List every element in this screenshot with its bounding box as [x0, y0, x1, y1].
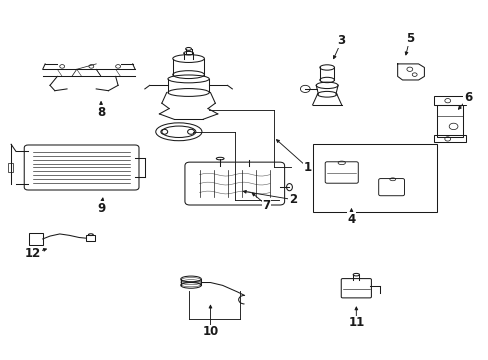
Text: 3: 3 [337, 34, 345, 47]
Text: 1: 1 [303, 161, 311, 174]
Text: 11: 11 [347, 316, 364, 329]
Bar [8, 163, 13, 172]
Text: 10: 10 [202, 325, 218, 338]
Text: 9: 9 [97, 202, 105, 215]
Bar [29, 233, 42, 245]
Text: 4: 4 [346, 213, 355, 226]
Bar [433, 135, 465, 143]
Text: 12: 12 [25, 247, 41, 260]
Text: 2: 2 [288, 193, 297, 206]
Bar [312, 144, 436, 212]
Bar [86, 235, 95, 241]
Text: 6: 6 [463, 91, 471, 104]
Text: 7: 7 [262, 198, 270, 212]
Bar [433, 96, 465, 105]
Text: 8: 8 [97, 105, 105, 119]
Bar [436, 105, 462, 137]
Text: 5: 5 [405, 32, 413, 45]
